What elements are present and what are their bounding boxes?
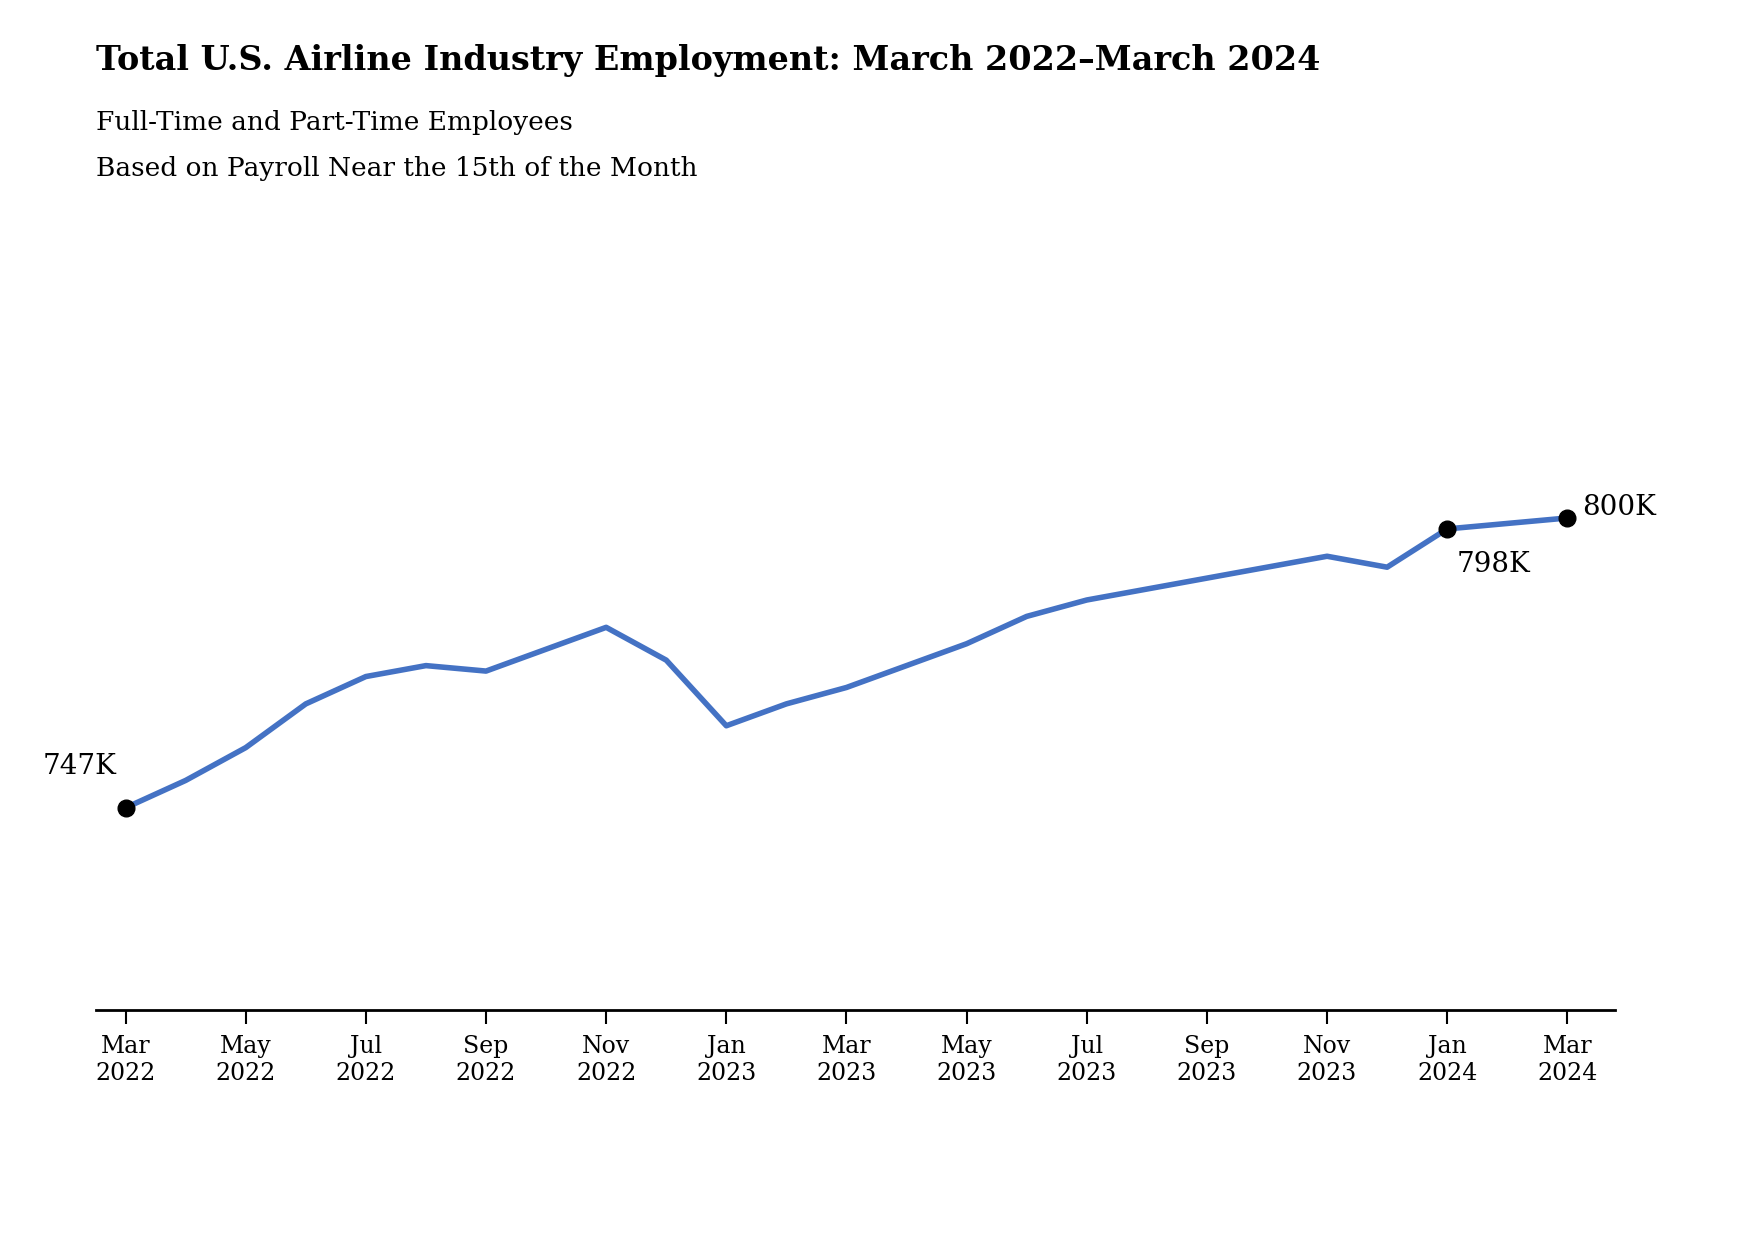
Text: 747K: 747K (43, 753, 116, 781)
Text: 798K: 798K (1456, 551, 1530, 577)
Text: Total U.S. Airline Industry Employment: March 2022–March 2024: Total U.S. Airline Industry Employment: … (96, 44, 1320, 76)
Text: Full-Time and Part-Time Employees: Full-Time and Part-Time Employees (96, 110, 573, 135)
Text: 800K: 800K (1582, 494, 1657, 520)
Text: Based on Payroll Near the 15th of the Month: Based on Payroll Near the 15th of the Mo… (96, 156, 697, 181)
